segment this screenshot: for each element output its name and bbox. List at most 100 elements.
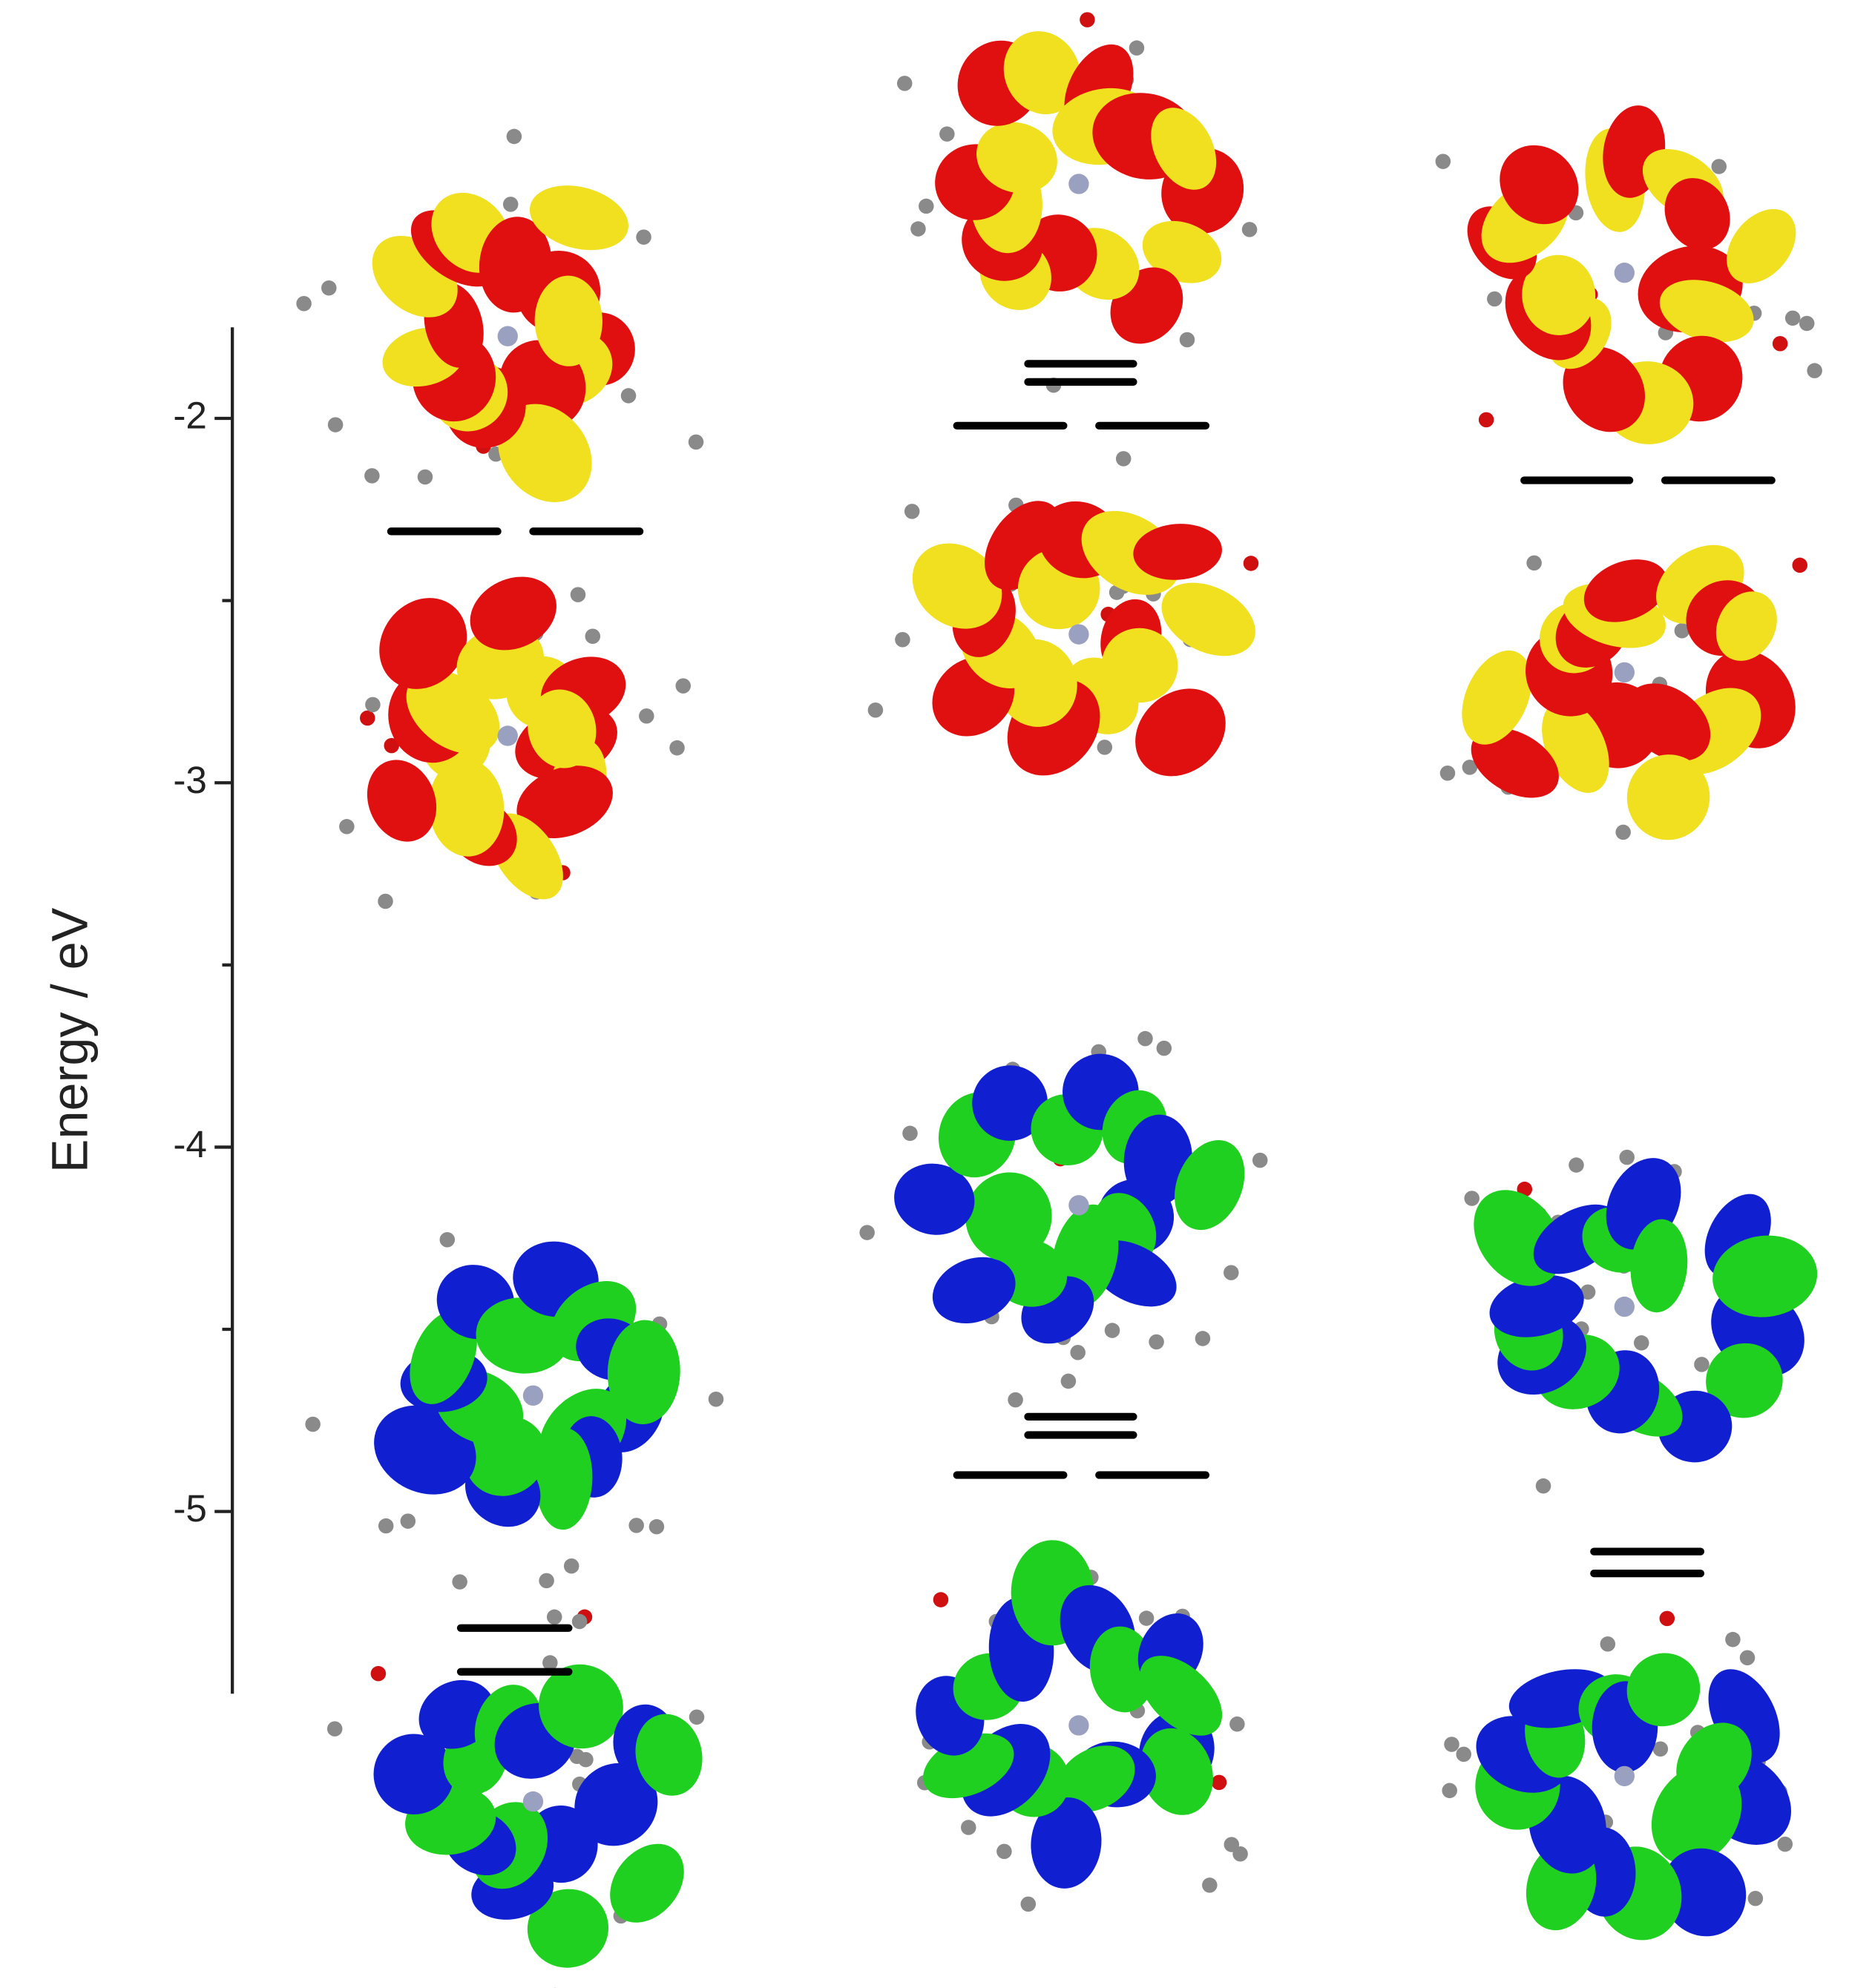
atom (1725, 1631, 1741, 1648)
atom (339, 819, 355, 835)
atom (1243, 556, 1259, 571)
y-tick-label: -4 (173, 1123, 207, 1165)
atom (1619, 1149, 1635, 1165)
metal-center (497, 326, 518, 346)
atom (563, 1558, 579, 1574)
atom (639, 708, 654, 724)
atom (1137, 1030, 1153, 1047)
lobe (1563, 346, 1646, 432)
atom (1652, 1741, 1669, 1757)
atom (1202, 1877, 1218, 1893)
atom (708, 1391, 724, 1407)
lobe (894, 1163, 975, 1235)
atom (1456, 1746, 1471, 1762)
lobe (1135, 688, 1226, 777)
atom (1442, 1783, 1457, 1799)
atom (1747, 1891, 1764, 1906)
y-tick-label: -3 (173, 759, 207, 801)
atom (1060, 1373, 1077, 1389)
atom (896, 76, 913, 91)
atom (1224, 1265, 1239, 1280)
atom (378, 1518, 394, 1534)
orbital-image (859, 1030, 1268, 1408)
atom (1464, 1191, 1479, 1206)
lobe (1140, 1728, 1213, 1815)
lobe (527, 1889, 609, 1968)
atom (502, 197, 519, 212)
atom (305, 1416, 321, 1432)
y-tick-label: -5 (173, 1487, 207, 1530)
orbital-image (1464, 1149, 1818, 1494)
metal-center (1068, 624, 1089, 645)
atom (859, 1225, 875, 1240)
atom (688, 434, 704, 450)
lobe (912, 543, 1002, 629)
metal-center (1614, 1296, 1635, 1317)
orbital-image (1435, 105, 1822, 444)
atom (1097, 740, 1113, 755)
atom (326, 1721, 343, 1737)
atom (1080, 12, 1095, 27)
lobe (1626, 1653, 1701, 1727)
atom (867, 702, 884, 718)
lobe (1471, 728, 1559, 798)
atom (1807, 363, 1822, 378)
atom (384, 737, 400, 754)
lobe (1031, 1797, 1102, 1889)
atom (1444, 1737, 1459, 1752)
orbital-image (296, 128, 704, 502)
metal-center (1068, 1195, 1089, 1216)
lobe (1089, 1626, 1155, 1713)
atom (939, 126, 955, 142)
atom (546, 1609, 562, 1625)
atom (417, 469, 433, 485)
lobe (498, 404, 592, 502)
lobe (1500, 145, 1579, 225)
metal-center (1068, 174, 1089, 194)
lobe (1676, 1722, 1752, 1803)
atom (360, 710, 375, 726)
orbital-image (326, 1609, 705, 1988)
lobe (476, 1297, 571, 1374)
atom (1600, 1636, 1616, 1652)
lobe (1715, 591, 1777, 661)
metal-center (497, 725, 518, 746)
orbital-image (1439, 544, 1808, 840)
atom (689, 1709, 705, 1725)
atom (365, 697, 381, 713)
atom (904, 504, 920, 519)
atom (1535, 1478, 1551, 1494)
atom (378, 893, 393, 909)
lobe (528, 689, 597, 768)
atom (1674, 622, 1690, 639)
lobe (1489, 1274, 1584, 1337)
atom (1739, 1650, 1756, 1666)
atom (578, 1751, 594, 1768)
metal-center (1614, 662, 1635, 683)
atom (1179, 332, 1195, 348)
lobe (1175, 1139, 1245, 1231)
lobe (1123, 1114, 1192, 1206)
atom (1138, 1610, 1155, 1626)
atom (1439, 765, 1456, 781)
atom (1149, 1334, 1164, 1350)
atom (1252, 1152, 1268, 1168)
lobe (610, 1843, 684, 1923)
y-axis-label: Energy / eV (42, 907, 98, 1173)
lobe (516, 766, 613, 839)
atom (636, 229, 651, 245)
metal-center (1068, 1715, 1089, 1736)
atom (1435, 154, 1451, 169)
atom (296, 295, 312, 312)
atom (1008, 1392, 1023, 1408)
lobe (379, 598, 467, 689)
atom (1784, 310, 1801, 326)
atom (1229, 1716, 1245, 1732)
atom (1659, 1610, 1675, 1627)
atom (1241, 222, 1258, 237)
atom (961, 1820, 976, 1835)
lobe (976, 122, 1057, 194)
lobe (1056, 1745, 1135, 1812)
